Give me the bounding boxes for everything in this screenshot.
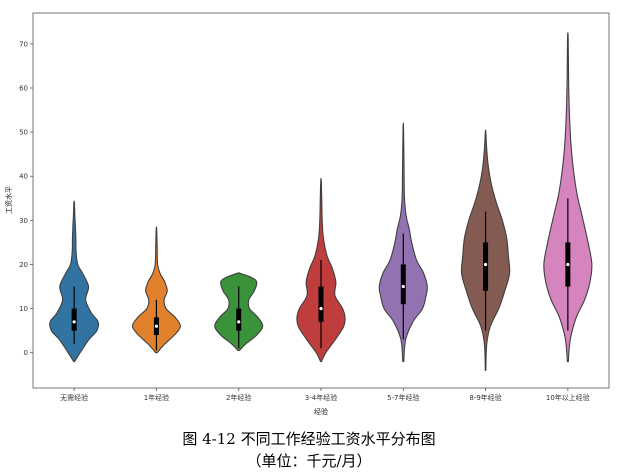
x-tick-label: 1年经验	[144, 393, 169, 402]
violin-median	[483, 262, 488, 267]
violin-box	[236, 308, 242, 331]
violin-box	[483, 242, 489, 291]
x-tick-label: 8-9年经验	[469, 393, 501, 402]
y-tick-label: 70	[19, 40, 28, 48]
y-axis-label: 工资水平	[4, 186, 13, 214]
violin-median	[566, 262, 570, 267]
x-tick-label: 3-4年经验	[305, 393, 337, 402]
x-axis-label: 经验	[314, 407, 328, 416]
y-tick-label: 20	[19, 261, 28, 269]
figure-caption: 图 4-12 不同工作经验工资水平分布图	[182, 430, 436, 448]
y-tick-label: 60	[19, 85, 28, 93]
x-axis: 无需经验 1年经验 2年经验 3-4年经验 5-7年经验 8-9年经验 10年以上经验	[60, 388, 590, 402]
violin-box	[71, 308, 77, 331]
x-tick-label: 5-7年经验	[387, 393, 419, 402]
violin-median	[401, 284, 405, 289]
violins-group	[49, 32, 593, 371]
violin-box	[400, 264, 406, 305]
violin-median	[319, 306, 323, 311]
violin-median	[237, 320, 241, 324]
x-tick-label: 无需经验	[60, 393, 88, 402]
y-axis: 0 10 20 30 40 50 60 70	[19, 40, 33, 357]
y-tick-label: 0	[24, 349, 28, 357]
violin-median	[154, 324, 159, 328]
y-tick-label: 30	[19, 217, 28, 225]
violin-body	[131, 226, 181, 354]
violin-chart: 0 10 20 30 40 50 60 70 无需经验 1年经验 2年经验 3-4年经验 5-7年经验…	[4, 12, 610, 416]
violin-body	[543, 32, 593, 363]
violin-median	[72, 320, 76, 324]
y-tick-label: 40	[19, 173, 28, 181]
y-tick-label: 50	[19, 129, 28, 137]
violin-body	[49, 200, 100, 363]
violin-box	[318, 286, 324, 322]
x-tick-label: 10年以上经验	[546, 393, 590, 402]
y-tick-label: 10	[19, 305, 28, 313]
x-tick-label: 2年经验	[226, 393, 251, 402]
figure-caption-unit: （单位：千元/月）	[246, 452, 372, 470]
